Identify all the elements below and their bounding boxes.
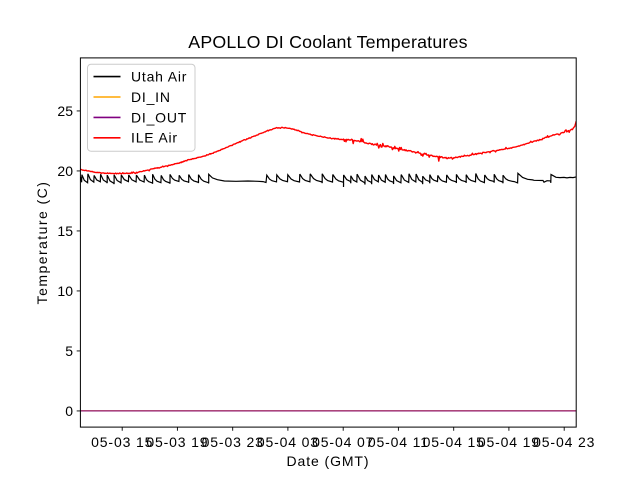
- svg-text:APOLLO DI Coolant Temperatures: APOLLO DI Coolant Temperatures: [188, 32, 467, 52]
- svg-text:05-04 03: 05-04 03: [257, 434, 319, 450]
- svg-text:Utah Air: Utah Air: [131, 69, 187, 85]
- svg-text:5: 5: [65, 343, 73, 359]
- svg-text:DI_OUT: DI_OUT: [131, 109, 187, 125]
- svg-text:20: 20: [57, 163, 73, 179]
- svg-text:0: 0: [65, 403, 73, 419]
- svg-text:05-04 19: 05-04 19: [478, 434, 540, 450]
- svg-text:15: 15: [57, 223, 73, 239]
- svg-text:Temperature (C): Temperature (C): [34, 181, 50, 305]
- svg-text:10: 10: [57, 283, 73, 299]
- svg-text:05-04 07: 05-04 07: [312, 434, 374, 450]
- svg-text:05-04 11: 05-04 11: [368, 434, 429, 450]
- svg-text:05-04 15: 05-04 15: [423, 434, 485, 450]
- svg-text:25: 25: [57, 103, 73, 119]
- svg-text:05-03 19: 05-03 19: [146, 434, 208, 450]
- svg-text:05-03 15: 05-03 15: [91, 434, 153, 450]
- svg-text:DI_IN: DI_IN: [131, 89, 171, 105]
- svg-text:ILE Air: ILE Air: [131, 130, 178, 146]
- svg-text:05-04 23: 05-04 23: [533, 434, 595, 450]
- svg-text:05-03 23: 05-03 23: [202, 434, 264, 450]
- svg-text:Date (GMT): Date (GMT): [287, 453, 370, 469]
